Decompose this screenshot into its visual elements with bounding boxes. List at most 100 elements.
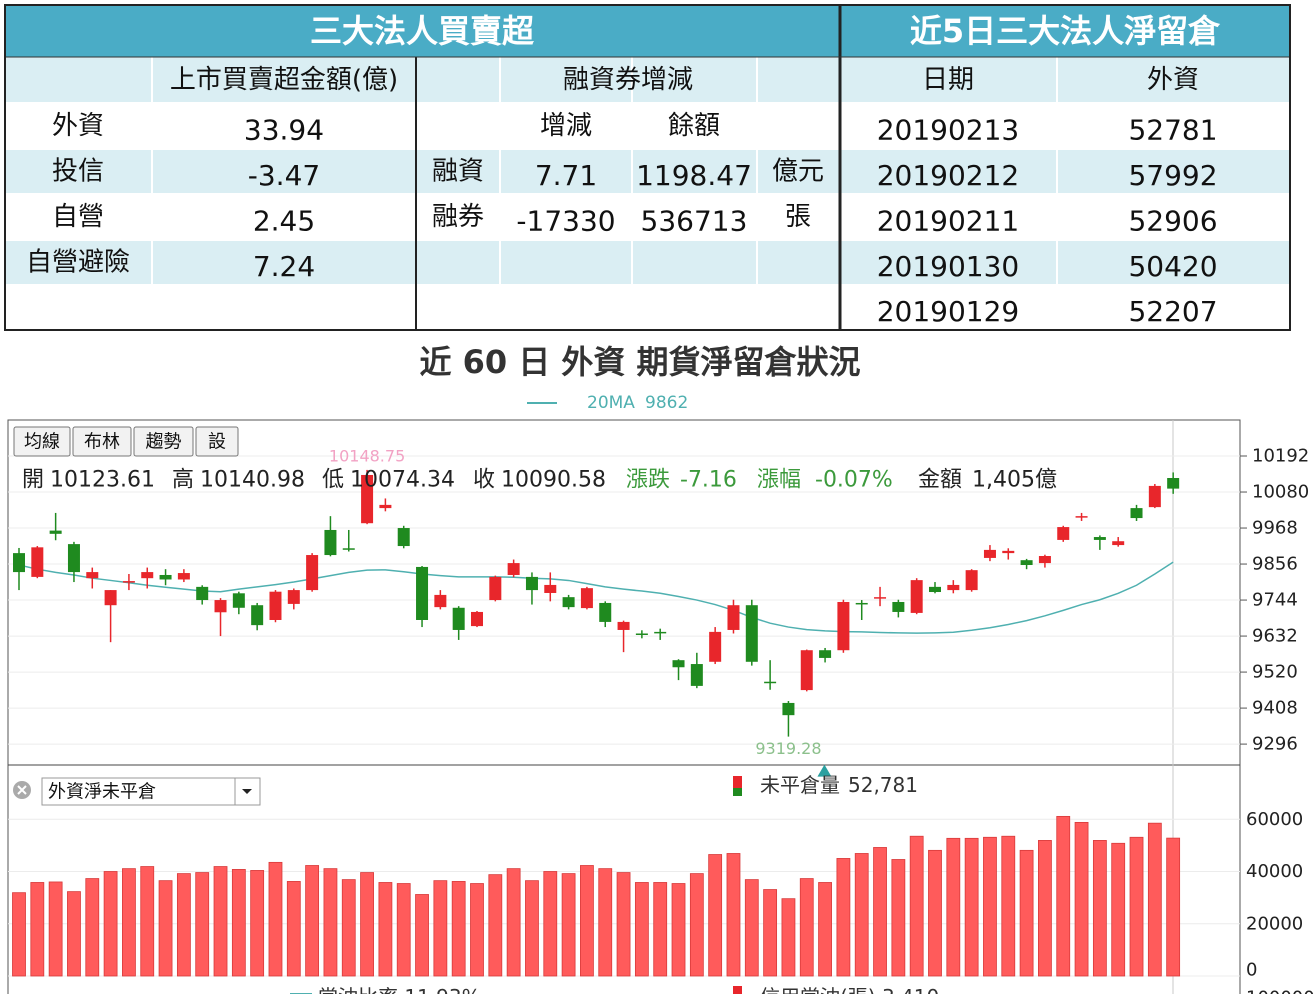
legend-icon xyxy=(733,776,742,788)
info-label: 低 xyxy=(322,468,344,493)
y-tick-label: 10192 xyxy=(1252,446,1309,467)
summary-value: 1,405億 xyxy=(972,468,1057,493)
candle-body xyxy=(471,611,483,627)
bar xyxy=(744,879,759,977)
bar xyxy=(1129,836,1144,977)
table-row xyxy=(5,103,1290,149)
info-label: 開 xyxy=(22,468,44,493)
bar xyxy=(1092,840,1107,977)
bar xyxy=(763,889,778,977)
selector-arrow xyxy=(242,789,252,794)
candle-body xyxy=(324,529,337,556)
column-header: 上市買賣超金額(億) xyxy=(170,65,398,95)
bar xyxy=(1147,822,1162,977)
table-header xyxy=(5,5,840,57)
y-tick-label: 9296 xyxy=(1252,734,1298,755)
candle-body xyxy=(672,660,685,668)
bar xyxy=(1019,849,1034,977)
candle-body xyxy=(1038,556,1051,564)
bar xyxy=(543,871,558,977)
table-row xyxy=(5,194,1290,240)
cell-value: 1198.47 xyxy=(636,159,752,192)
bar xyxy=(378,882,393,977)
bar xyxy=(983,836,997,977)
cell-value: 20190211 xyxy=(877,205,1020,238)
bar xyxy=(122,868,136,977)
bar xyxy=(653,882,668,977)
bar xyxy=(250,870,265,977)
legend-value: 52,781 xyxy=(848,773,918,797)
bar xyxy=(580,865,594,977)
button-label: 布林 xyxy=(84,432,120,453)
table-title: 近5日三大法人淨留倉 xyxy=(910,12,1221,50)
cell-value: 2.45 xyxy=(253,205,315,238)
cell-value: 536713 xyxy=(641,205,748,238)
candle-body xyxy=(379,504,392,509)
candle-body xyxy=(361,474,374,524)
cell-value: 20190213 xyxy=(877,114,1020,147)
candle-body xyxy=(1148,485,1161,508)
bar xyxy=(451,881,466,977)
candle-body xyxy=(159,574,172,580)
bar xyxy=(891,859,906,977)
candle-body xyxy=(13,553,25,573)
info-label: 收 xyxy=(473,468,495,493)
bar xyxy=(799,878,814,977)
toolbar-button[interactable] xyxy=(195,426,239,457)
candle-body xyxy=(910,580,923,613)
cell-value: 50420 xyxy=(1128,250,1217,283)
legend-value: 9862 xyxy=(645,393,688,413)
candle-body xyxy=(544,584,557,593)
toolbar-button[interactable] xyxy=(133,426,194,457)
bar xyxy=(158,880,173,977)
summary-value: -0.07% xyxy=(815,468,893,493)
candle-body xyxy=(452,607,465,630)
candle-body xyxy=(929,586,941,593)
bar xyxy=(213,866,228,977)
bar xyxy=(616,872,631,977)
info-value: 10140.98 xyxy=(200,468,305,493)
y-tick-label: 9408 xyxy=(1252,698,1298,719)
cell-value: 33.94 xyxy=(244,114,324,147)
cell-value: 57992 xyxy=(1128,159,1217,192)
toolbar-button[interactable] xyxy=(13,426,71,457)
bar xyxy=(341,879,356,977)
cell-value: -3.47 xyxy=(248,159,320,192)
legend-icon xyxy=(733,788,742,796)
bar xyxy=(928,849,942,977)
bar xyxy=(323,868,338,977)
info-label: 高 xyxy=(172,468,194,493)
close-icon xyxy=(17,785,27,795)
candle-body xyxy=(947,584,960,591)
candle-body xyxy=(31,547,44,577)
candle-body xyxy=(177,573,190,580)
candle-body xyxy=(49,530,62,534)
bar xyxy=(781,898,796,977)
candle-body xyxy=(196,586,209,601)
table-row xyxy=(5,57,1290,103)
unit: 億元 xyxy=(772,157,824,187)
y-tick-label: 9856 xyxy=(1252,554,1298,575)
bar xyxy=(103,871,118,977)
y-tick-label: 9520 xyxy=(1252,662,1298,683)
bar xyxy=(360,872,374,977)
bar xyxy=(854,853,869,977)
candle-body xyxy=(874,597,887,599)
candle-body xyxy=(1093,537,1106,540)
bar xyxy=(1166,837,1181,977)
candle-body xyxy=(251,605,264,626)
max-annotation: 10148.75 xyxy=(329,446,405,465)
selector-box[interactable] xyxy=(41,777,261,806)
summary-label: 漲跌 xyxy=(626,468,670,493)
candle-body xyxy=(599,602,612,622)
row-name: 自營 xyxy=(52,202,104,232)
candle-body xyxy=(489,576,502,601)
summary-value: -7.16 xyxy=(680,468,737,493)
candle-body xyxy=(965,570,978,591)
bar xyxy=(30,882,45,977)
bar xyxy=(726,853,741,977)
bar xyxy=(818,882,832,977)
candle-body xyxy=(86,572,99,579)
toolbar-button[interactable] xyxy=(72,426,132,457)
